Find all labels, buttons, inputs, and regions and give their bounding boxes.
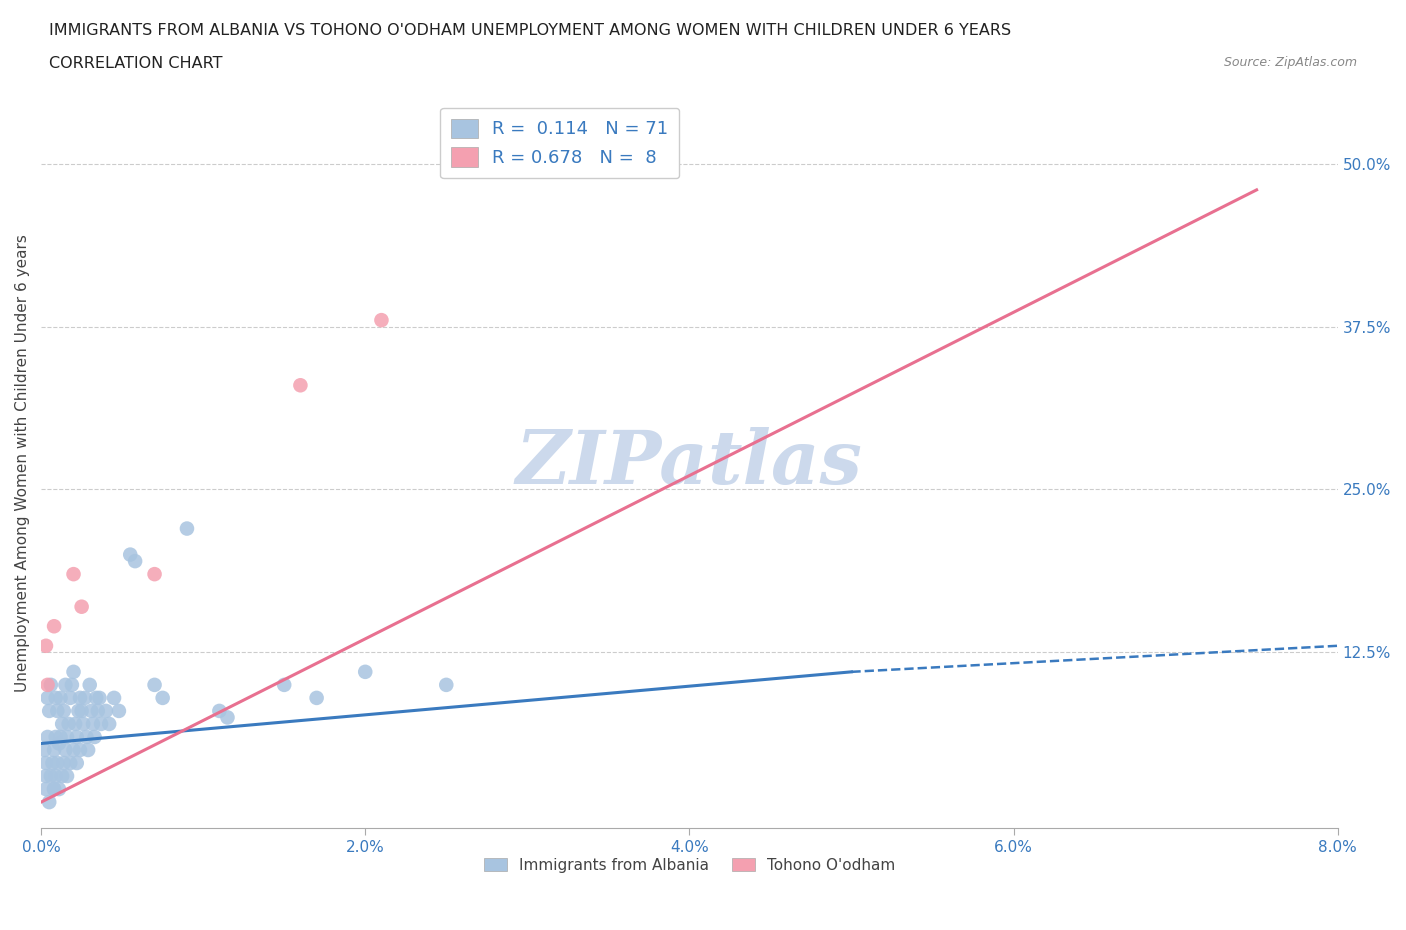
Point <box>58 716 80 731</box>
Point <box>77 742 100 757</box>
Point <box>69 742 91 757</box>
Point <box>98 716 121 731</box>
Point <box>62 664 84 679</box>
Point <box>56 768 79 783</box>
Point <box>56 729 79 744</box>
Point <box>59 755 82 770</box>
Point <box>354 664 377 679</box>
Point <box>59 690 82 705</box>
Point <box>41 755 63 770</box>
Point <box>217 710 239 724</box>
Point <box>45 768 67 783</box>
Point <box>124 553 146 568</box>
Point <box>55 742 77 757</box>
Point <box>66 755 89 770</box>
Point <box>35 781 58 796</box>
Point <box>55 677 77 692</box>
Text: IMMIGRANTS FROM ALBANIA VS TOHONO O'ODHAM UNEMPLOYMENT AMONG WOMEN WITH CHILDREN: IMMIGRANTS FROM ALBANIA VS TOHONO O'ODHA… <box>49 23 1011 38</box>
Legend: Immigrants from Albania, Tohono O'odham: Immigrants from Albania, Tohono O'odham <box>478 852 901 879</box>
Point <box>82 716 104 731</box>
Point <box>45 690 67 705</box>
Point <box>48 781 70 796</box>
Point <box>42 781 65 796</box>
Point <box>67 703 90 718</box>
Point <box>305 690 328 705</box>
Point <box>62 566 84 581</box>
Point <box>42 742 65 757</box>
Y-axis label: Unemployment Among Women with Children Under 6 years: Unemployment Among Women with Children U… <box>15 234 30 692</box>
Point <box>42 618 65 633</box>
Point <box>73 690 96 705</box>
Point <box>35 755 58 770</box>
Point <box>176 521 198 536</box>
Point <box>70 703 93 718</box>
Point <box>143 677 166 692</box>
Text: Source: ZipAtlas.com: Source: ZipAtlas.com <box>1223 56 1357 69</box>
Point <box>34 742 56 757</box>
Point <box>79 677 101 692</box>
Point <box>48 736 70 751</box>
Point <box>38 794 60 809</box>
Point <box>89 690 111 705</box>
Point <box>80 703 103 718</box>
Point <box>370 312 392 327</box>
Point <box>45 729 67 744</box>
Point <box>72 716 94 731</box>
Point <box>37 729 59 744</box>
Point <box>51 768 73 783</box>
Text: ZIPatlas: ZIPatlas <box>516 427 863 499</box>
Point <box>66 729 89 744</box>
Point <box>63 716 86 731</box>
Point <box>143 566 166 581</box>
Text: CORRELATION CHART: CORRELATION CHART <box>49 56 222 71</box>
Point <box>49 690 72 705</box>
Point <box>120 547 142 562</box>
Point <box>52 703 75 718</box>
Point <box>273 677 295 692</box>
Point <box>87 703 110 718</box>
Point <box>108 703 131 718</box>
Point <box>51 716 73 731</box>
Point <box>39 768 62 783</box>
Point <box>35 638 58 653</box>
Point <box>94 703 117 718</box>
Point <box>76 729 98 744</box>
Point <box>52 755 75 770</box>
Point <box>37 690 59 705</box>
Point <box>84 690 107 705</box>
Point <box>152 690 174 705</box>
Point <box>208 703 231 718</box>
Point <box>49 729 72 744</box>
Point <box>35 768 58 783</box>
Point <box>70 599 93 614</box>
Point <box>38 703 60 718</box>
Point <box>69 690 91 705</box>
Point <box>83 729 105 744</box>
Point <box>103 690 125 705</box>
Point <box>42 781 65 796</box>
Point <box>39 677 62 692</box>
Point <box>60 677 83 692</box>
Point <box>90 716 112 731</box>
Point <box>434 677 457 692</box>
Point <box>46 755 69 770</box>
Point <box>37 677 59 692</box>
Point <box>62 742 84 757</box>
Point <box>46 703 69 718</box>
Point <box>290 378 312 392</box>
